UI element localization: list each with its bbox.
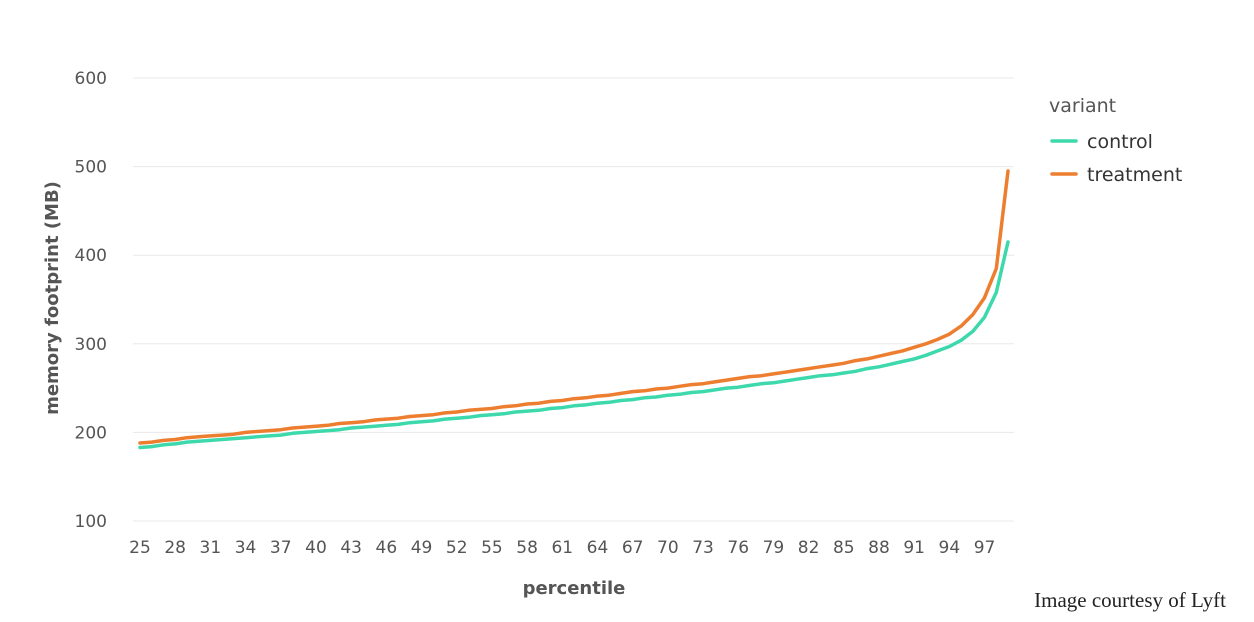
x-tick-label: 25 xyxy=(129,538,151,558)
y-tick-label: 100 xyxy=(75,512,107,532)
x-tick-label: 43 xyxy=(340,538,362,558)
legend: variant control treatment xyxy=(1049,95,1182,186)
x-axis-ticks: 25 28 31 34 37 40 43 46 49 52 55 58 61 64 67 70 73 76 79 82… xyxy=(129,538,995,558)
y-tick-label: 500 xyxy=(75,158,107,178)
legend-label-treatment: treatment xyxy=(1087,164,1182,186)
legend-title: variant xyxy=(1049,95,1116,117)
x-tick-label: 79 xyxy=(763,538,785,558)
x-tick-label: 64 xyxy=(587,538,609,558)
y-tick-label: 400 xyxy=(75,246,107,266)
image-credit: Image courtesy of Lyft xyxy=(1034,588,1226,612)
x-tick-label: 40 xyxy=(305,538,327,558)
y-tick-label: 200 xyxy=(75,423,107,443)
y-axis-title: memory footprint (MB) xyxy=(42,181,63,415)
y-axis-ticks: 100 200 300 400 500 600 xyxy=(75,69,107,532)
x-tick-label: 61 xyxy=(551,538,573,558)
x-tick-label: 31 xyxy=(200,538,222,558)
x-tick-label: 28 xyxy=(164,538,186,558)
x-tick-label: 67 xyxy=(622,538,644,558)
x-axis-title: percentile xyxy=(523,578,626,599)
series-lines xyxy=(138,169,1010,450)
x-tick-label: 46 xyxy=(376,538,398,558)
x-tick-label: 70 xyxy=(657,538,679,558)
x-tick-label: 49 xyxy=(411,538,433,558)
x-tick-label: 85 xyxy=(833,538,855,558)
x-tick-label: 97 xyxy=(974,538,996,558)
series-line-treatment xyxy=(138,169,1010,445)
x-tick-label: 52 xyxy=(446,538,468,558)
x-tick-label: 94 xyxy=(939,538,961,558)
x-tick-label: 58 xyxy=(516,538,538,558)
x-tick-label: 88 xyxy=(868,538,890,558)
x-tick-label: 82 xyxy=(798,538,820,558)
x-tick-label: 76 xyxy=(727,538,749,558)
series-line-control xyxy=(138,240,1010,450)
x-tick-label: 37 xyxy=(270,538,292,558)
legend-label-control: control xyxy=(1087,131,1153,153)
x-tick-label: 55 xyxy=(481,538,503,558)
x-tick-label: 34 xyxy=(235,538,257,558)
x-tick-label: 91 xyxy=(903,538,925,558)
y-tick-label: 300 xyxy=(75,335,107,355)
gridlines xyxy=(133,77,1014,522)
x-tick-label: 73 xyxy=(692,538,714,558)
y-tick-label: 600 xyxy=(75,69,107,89)
